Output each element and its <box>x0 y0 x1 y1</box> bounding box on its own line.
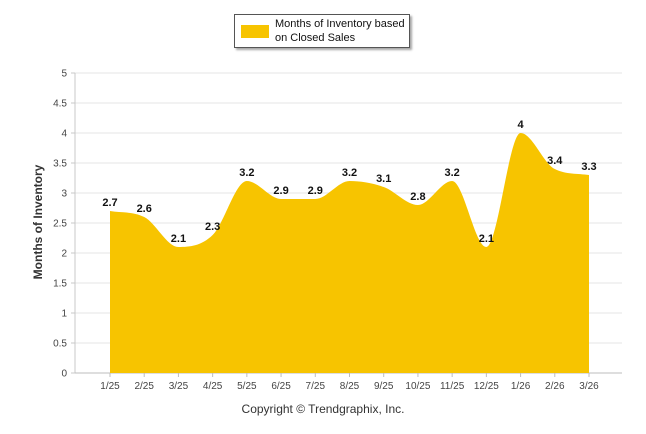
data-label: 2.7 <box>102 197 117 209</box>
y-tick-label: 3.5 <box>53 159 67 170</box>
legend-swatch <box>241 25 269 38</box>
y-tick-label: 4 <box>61 129 67 140</box>
x-tick-label: 3/25 <box>169 381 189 392</box>
x-tick-label: 10/25 <box>405 381 430 392</box>
data-label: 3.2 <box>342 167 357 179</box>
data-label: 2.8 <box>410 191 425 203</box>
chart-legend: Months of Inventory based on Closed Sale… <box>234 14 410 48</box>
y-tick-label: 5 <box>61 69 67 80</box>
legend-label: Months of Inventory based on Closed Sale… <box>275 18 405 44</box>
x-tick-label: 7/25 <box>306 381 326 392</box>
series-area <box>110 133 589 373</box>
data-label: 3.4 <box>547 155 563 167</box>
x-tick-label: 3/26 <box>579 381 599 392</box>
x-tick-label: 6/25 <box>271 381 291 392</box>
data-label: 2.9 <box>308 185 323 197</box>
x-tick-label: 5/25 <box>237 381 257 392</box>
x-tick-label: 1/25 <box>100 381 120 392</box>
data-label: 2.6 <box>137 203 152 215</box>
data-label: 2.9 <box>273 185 288 197</box>
y-tick-label: 4.5 <box>53 99 67 110</box>
x-tick-labels: 1/25 2/25 3/25 4/25 5/25 6/25 7/25 8/25 9/25 10/2… <box>100 381 599 392</box>
x-tick-label: 9/25 <box>374 381 394 392</box>
data-label: 3.2 <box>444 167 459 179</box>
y-tick-label: 2.5 <box>53 219 67 230</box>
y-tick-label: 3 <box>61 189 67 200</box>
x-tick-label: 4/25 <box>203 381 223 392</box>
x-tick-label: 11/25 <box>440 381 465 392</box>
data-label: 3.2 <box>239 167 254 179</box>
data-label: 3.3 <box>581 161 596 173</box>
data-label: 3.1 <box>376 173 391 185</box>
y-tick-label: 0 <box>61 369 67 380</box>
x-tick-label: 8/25 <box>340 381 360 392</box>
y-tick-labels: 0 0.5 1 1.5 2 2.5 3 3.5 4 4.5 5 <box>53 69 67 380</box>
x-tick-label: 1/26 <box>511 381 531 392</box>
series-area-fill <box>110 133 589 373</box>
data-labels: 2.7 2.6 2.1 2.3 3.2 2.9 2.9 3.2 3.1 2.8 3.2 2.1 4 3.4… <box>102 119 596 245</box>
y-axis-title: Months of Inventory <box>31 164 45 279</box>
copyright-text: Copyright © Trendgraphix, Inc. <box>241 402 405 416</box>
data-label: 2.1 <box>479 233 494 245</box>
x-tick-label: 12/25 <box>474 381 499 392</box>
data-label: 2.1 <box>171 233 186 245</box>
data-label: 4 <box>518 119 525 131</box>
y-tick-label: 2 <box>61 249 67 260</box>
data-label: 2.3 <box>205 221 220 233</box>
x-tick-label: 2/25 <box>134 381 154 392</box>
y-tick-label: 1.5 <box>53 279 67 290</box>
y-tick-label: 0.5 <box>53 339 67 350</box>
x-tick-label: 2/26 <box>545 381 565 392</box>
y-tick-label: 1 <box>61 309 67 320</box>
